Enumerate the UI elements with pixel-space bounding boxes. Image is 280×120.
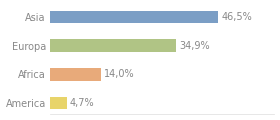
Text: 4,7%: 4,7% xyxy=(70,98,95,108)
Text: 34,9%: 34,9% xyxy=(179,41,210,51)
Text: 46,5%: 46,5% xyxy=(221,12,252,22)
Bar xyxy=(50,11,218,23)
Text: 14,0%: 14,0% xyxy=(104,69,134,79)
Bar xyxy=(50,39,176,52)
Bar xyxy=(50,68,101,81)
Bar xyxy=(50,97,67,109)
